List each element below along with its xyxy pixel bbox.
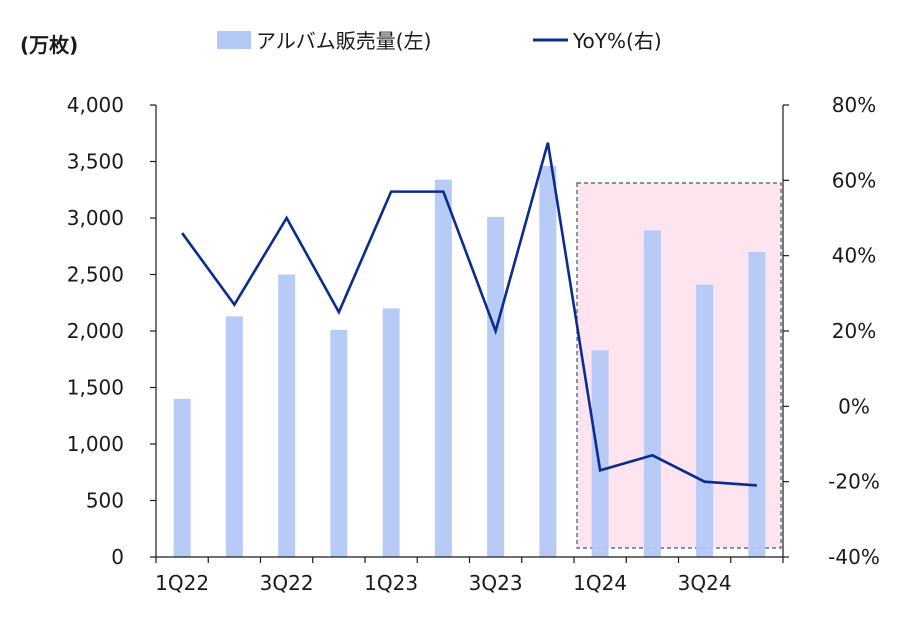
y-left-tick-label: 2,000 (67, 319, 124, 343)
bar-4Q24 (748, 251, 766, 557)
x-tick-label: 3Q24 (678, 571, 732, 595)
bar-2Q24 (643, 230, 661, 557)
x-tick-label: 1Q23 (364, 571, 418, 595)
bar-3Q22 (278, 274, 296, 557)
x-tick-label: 1Q22 (155, 571, 209, 595)
y-right-tick-label: -40% (828, 545, 880, 569)
bar-1Q23 (382, 308, 400, 557)
y-left-tick-label: 4,000 (67, 93, 124, 117)
y-left-tick-label: 3,000 (67, 206, 124, 230)
x-tick-label: 3Q23 (469, 571, 523, 595)
bar-2Q22 (225, 316, 243, 557)
y-right-tick-label: 0% (838, 394, 870, 418)
bar-3Q24 (696, 284, 714, 557)
bar-4Q22 (330, 329, 348, 557)
bar-1Q22 (173, 398, 191, 557)
bar-2Q23 (434, 179, 452, 557)
yoy-line (181, 142, 757, 487)
y-left-tick-label: 1,000 (67, 432, 124, 456)
y-right-tick-label: -20% (828, 470, 880, 494)
y-left-tick-label: 3,500 (67, 150, 124, 174)
legend-line-label: YoY%(右) (572, 29, 662, 53)
legend-bar-label: アルバム販売量(左) (256, 29, 431, 53)
legend-bar-swatch (217, 31, 251, 49)
y-left-tick-label: 500 (86, 489, 124, 513)
y-right-tick-label: 40% (832, 244, 876, 268)
y-right-tick-label: 60% (832, 168, 876, 192)
y-left-tick-label: 2,500 (67, 263, 124, 287)
highlight-region (576, 182, 782, 549)
y-left-tick-label: 1,500 (67, 376, 124, 400)
y-left-tick-label: 0 (111, 545, 124, 569)
x-tick-label: 1Q24 (573, 571, 627, 595)
bar-3Q23 (487, 216, 505, 557)
y-left-unit-label: (万枚) (20, 33, 78, 57)
y-right-tick-label: 20% (832, 319, 876, 343)
y-right-tick-label: 80% (832, 93, 876, 117)
bar-4Q23 (539, 166, 557, 557)
x-tick-label: 3Q22 (260, 571, 314, 595)
bar-1Q24 (591, 350, 609, 557)
